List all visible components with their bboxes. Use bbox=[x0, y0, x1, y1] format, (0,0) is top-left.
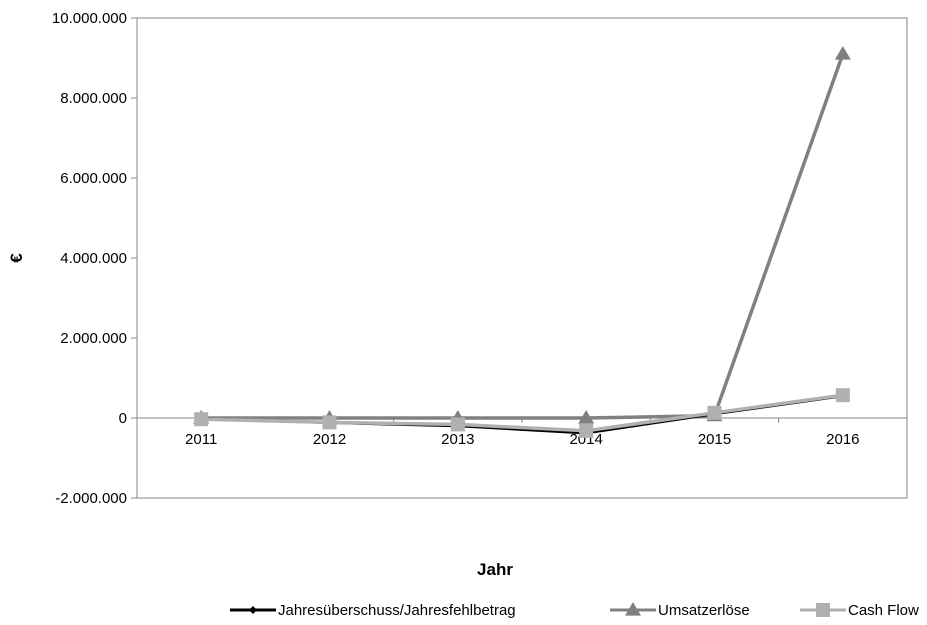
series-line bbox=[201, 393, 844, 433]
data-point-diamond bbox=[249, 606, 257, 614]
data-point-triangle bbox=[578, 410, 595, 424]
data-point-triangle bbox=[834, 46, 851, 60]
legend-label: Cash Flow bbox=[848, 602, 919, 619]
y-tick-label: 0 bbox=[119, 410, 127, 427]
x-tick-label: 2015 bbox=[698, 431, 731, 448]
legend-label: Umsatzerlöse bbox=[658, 602, 750, 619]
x-tick-label: 2016 bbox=[826, 431, 859, 448]
y-axis-title: € bbox=[7, 253, 26, 263]
y-tick-label: 8.000.000 bbox=[60, 90, 127, 107]
data-point-square bbox=[322, 415, 337, 430]
series-1 bbox=[193, 46, 851, 424]
x-axis-title: Jahr bbox=[477, 560, 513, 579]
data-point-square bbox=[816, 603, 830, 617]
data-point-square bbox=[450, 417, 465, 432]
y-tick-label: 6.000.000 bbox=[60, 170, 127, 187]
legend-label: Jahresüberschuss/Jahresfehlbetrag bbox=[278, 602, 516, 619]
data-point-square bbox=[194, 412, 209, 427]
data-point-square bbox=[707, 405, 722, 420]
x-tick-label: 2012 bbox=[313, 431, 346, 448]
data-point-triangle bbox=[625, 602, 641, 616]
legend: Jahresüberschuss/Jahresfehlbetrag Umsatze… bbox=[230, 602, 919, 619]
series-0 bbox=[197, 392, 847, 438]
x-tick-label: 2014 bbox=[569, 431, 602, 448]
x-axis-ticks: 2011 2012 2013 2014 2015 2016 bbox=[136, 418, 908, 448]
series-2 bbox=[194, 388, 850, 438]
legend-item: Cash Flow bbox=[800, 602, 919, 619]
series-line bbox=[201, 53, 845, 420]
y-tick-label: -2.000.000 bbox=[55, 490, 127, 507]
data-point-square bbox=[579, 423, 594, 438]
x-tick-label: 2011 bbox=[185, 431, 217, 448]
y-tick-label: 10.000.000 bbox=[52, 10, 127, 27]
x-tick-label: 2013 bbox=[441, 431, 474, 448]
legend-item: Jahresüberschuss/Jahresfehlbetrag bbox=[230, 602, 516, 619]
y-tick-label: 2.000.000 bbox=[60, 330, 127, 347]
data-point-square bbox=[835, 388, 850, 403]
series-layer bbox=[193, 46, 851, 438]
y-tick-label: 4.000.000 bbox=[60, 250, 127, 267]
y-axis-ticks: -2.000.000 0 2.000.000 4.000.000 6.000.000 8.… bbox=[52, 10, 137, 507]
legend-item: Umsatzerlöse bbox=[610, 602, 750, 619]
